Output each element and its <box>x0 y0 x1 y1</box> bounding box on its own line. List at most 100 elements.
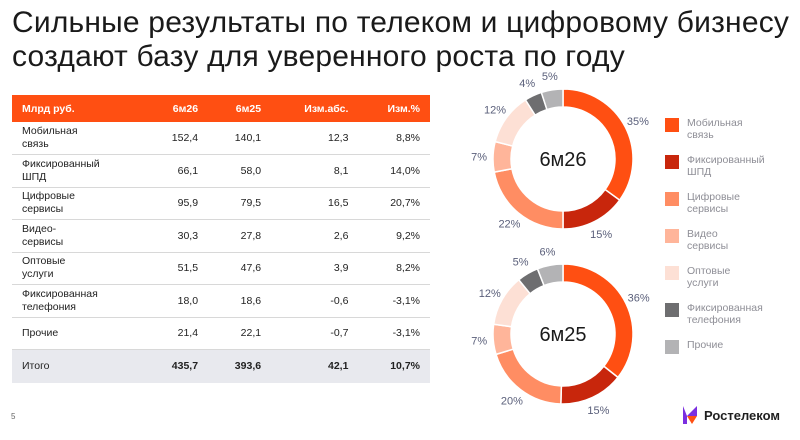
slice-label: 12% <box>479 288 501 300</box>
column-header: 6м26 <box>145 95 209 122</box>
slice-label: 5% <box>542 71 558 83</box>
total-cell: 42,1 <box>271 349 359 383</box>
logo-icon <box>683 406 697 424</box>
legend-item: Видео сервисы <box>665 228 795 265</box>
slice-label: 15% <box>590 229 612 241</box>
table-cell: 152,4 <box>145 122 209 155</box>
legend-label: Оптовые услуги <box>687 265 731 289</box>
legend-swatch <box>665 192 679 206</box>
total-cell: 393,6 <box>208 349 272 383</box>
table-cell: 8,1 <box>271 154 359 188</box>
donut-chart-6m25: 36% 15% 20% 7% 12% 5% 6% 6м25 <box>471 246 650 417</box>
table-cell: -3,1% <box>358 317 430 350</box>
donut-slice <box>562 263 634 379</box>
table-cell: 27,8 <box>208 219 272 253</box>
legend-item: Цифровые сервисы <box>665 191 795 228</box>
table-cell: 21,4 <box>145 317 209 350</box>
legend-label: Мобильная связь <box>687 117 743 141</box>
table-cell: 9,2% <box>358 219 430 253</box>
table-cell: 16,5 <box>271 187 359 220</box>
table-cell: 30,3 <box>145 219 209 253</box>
donut-center-label: 6м26 <box>539 149 586 171</box>
donut-slice <box>540 88 564 111</box>
slice-label: 36% <box>628 292 650 304</box>
table-cell: 20,7% <box>358 187 430 220</box>
table-cell: -0,6 <box>271 284 359 318</box>
legend-swatch <box>665 303 679 317</box>
row-label: Прочие <box>12 317 146 350</box>
logo-text: Ростелеком <box>704 407 780 423</box>
table-cell: 8,8% <box>358 122 430 155</box>
legend-item: Оптовые услуги <box>665 265 795 302</box>
legend-swatch <box>665 229 679 243</box>
legend-label: Видео сервисы <box>687 228 729 252</box>
slice-label: 12% <box>484 105 506 117</box>
row-label: Мобильная связь <box>12 122 146 155</box>
donut-chart-6m26: 35% 15% 22% 7% 12% 4% 5% 6м26 <box>471 71 649 241</box>
table-row: Цифровые сервисы 95,9 79,5 16,5 20,7% <box>12 187 430 220</box>
row-label: Оптовые услуги <box>12 252 146 285</box>
donut-slice <box>492 323 515 356</box>
table-cell: 18,0 <box>145 284 209 318</box>
table-cell: 2,6 <box>271 219 359 253</box>
page-number: 5 <box>11 412 16 421</box>
legend-label: Фиксированный ШПД <box>687 154 765 178</box>
table-cell: 14,0% <box>358 154 430 188</box>
table-total-row: Итого 435,7 393,6 42,1 10,7% <box>12 349 430 383</box>
donut-slice <box>562 88 634 202</box>
total-cell: 435,7 <box>145 349 209 383</box>
table-row: Мобильная связь 152,4 140,1 12,3 8,8% <box>12 122 430 155</box>
table-cell: 8,2% <box>358 252 430 285</box>
table-header-row: Млрд руб. 6м26 6м25 Изм.абс. Изм.% <box>12 95 430 122</box>
table-cell: 18,6 <box>208 284 272 318</box>
total-label: Итого <box>12 349 146 383</box>
table-cell: 58,0 <box>208 154 272 188</box>
table-row: Фиксированная телефония 18,0 18,6 -0,6 -3,1% <box>12 284 430 318</box>
legend-swatch <box>665 266 679 280</box>
donut-slice <box>536 263 564 287</box>
column-header: Изм.абс. <box>271 95 359 122</box>
legend-item: Фиксированный ШПД <box>665 154 795 191</box>
total-cell: 10,7% <box>358 349 430 383</box>
legend-item: Прочие <box>665 339 795 376</box>
legend-swatch <box>665 155 679 169</box>
slice-label: 15% <box>587 405 609 417</box>
table-cell: 12,3 <box>271 122 359 155</box>
company-logo: Ростелеком <box>680 404 780 426</box>
donut-slice <box>492 140 514 173</box>
slice-label: 7% <box>471 151 487 163</box>
legend-label: Цифровые сервисы <box>687 191 740 215</box>
row-label: Цифровые сервисы <box>12 187 146 220</box>
table-cell: 66,1 <box>145 154 209 188</box>
table-cell: -0,7 <box>271 317 359 350</box>
column-header: Млрд руб. <box>12 95 146 122</box>
donut-slice <box>562 188 621 230</box>
table-row: Фиксированный ШПД 66,1 58,0 8,1 14,0% <box>12 154 430 188</box>
legend-swatch <box>665 340 679 354</box>
row-label: Фиксированный ШПД <box>12 154 146 188</box>
slice-label: 35% <box>627 116 649 128</box>
table-cell: 51,5 <box>145 252 209 285</box>
slice-label: 4% <box>519 78 535 90</box>
slice-label: 20% <box>501 396 523 408</box>
legend-label: Фиксированная телефония <box>687 302 763 326</box>
slice-label: 7% <box>471 336 487 348</box>
table-cell: 95,9 <box>145 187 209 220</box>
legend-label: Прочие <box>687 339 724 351</box>
legend-item: Мобильная связь <box>665 117 795 154</box>
table-cell: 79,5 <box>208 187 272 220</box>
row-label: Фиксированная телефония <box>12 284 146 318</box>
column-header: 6м25 <box>208 95 272 122</box>
table-cell: -3,1% <box>358 284 430 318</box>
revenue-table: Млрд руб. 6м26 6м25 Изм.абс. Изм.% Мобил… <box>12 95 430 383</box>
table-row: Видео-сервисы 30,3 27,8 2,6 9,2% <box>12 219 430 253</box>
table-cell: 3,9 <box>271 252 359 285</box>
donut-slice <box>560 365 619 405</box>
legend-item: Фиксированная телефония <box>665 302 795 339</box>
legend-swatch <box>665 118 679 132</box>
slice-label: 6% <box>539 246 555 258</box>
row-label: Видео-сервисы <box>12 219 146 253</box>
chart-legend: Мобильная связь Фиксированный ШПД Цифровые се… <box>665 117 795 376</box>
table-row: Оптовые услуги 51,5 47,6 3,9 8,2% <box>12 252 430 285</box>
table-cell: 140,1 <box>208 122 272 155</box>
